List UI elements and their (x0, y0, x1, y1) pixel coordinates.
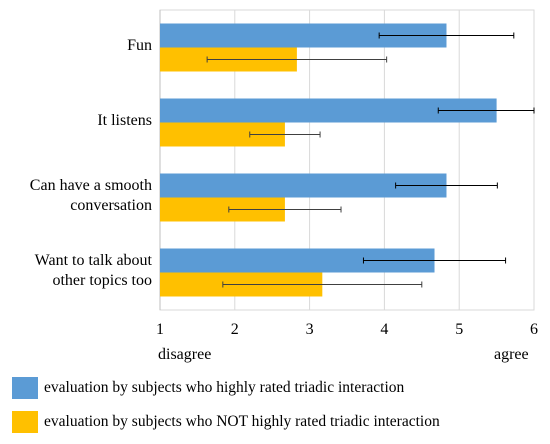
x-tick-label-4: 4 (380, 321, 388, 338)
category-label-2: Can have a smooth conversation (29, 176, 152, 214)
x-tick-label-3: 3 (306, 321, 314, 338)
x-tick-label-5: 5 (455, 321, 463, 338)
legend-swatch-blue (12, 377, 38, 399)
category-label-0: Fun (127, 36, 152, 54)
x-tick-label-6: 6 (530, 321, 538, 338)
x-tick-label-2: 2 (231, 321, 239, 338)
category-label-1: It listens (97, 111, 152, 129)
legend-swatch-orange (12, 411, 38, 433)
scale-low-label: disagree (158, 346, 212, 363)
x-tick-label-1: 1 (156, 321, 164, 338)
legend-label-highly: evaluation by subjects who highly rated … (44, 379, 405, 396)
category-label-3: Want to talk about other topics too (34, 251, 152, 289)
legend-label-not-highly: evaluation by subjects who NOT highly ra… (44, 413, 440, 430)
legend-item-not-highly: evaluation by subjects who NOT highly ra… (12, 411, 440, 433)
legend-item-highly: evaluation by subjects who highly rated … (12, 377, 404, 399)
scale-high-label: agree (494, 346, 529, 363)
